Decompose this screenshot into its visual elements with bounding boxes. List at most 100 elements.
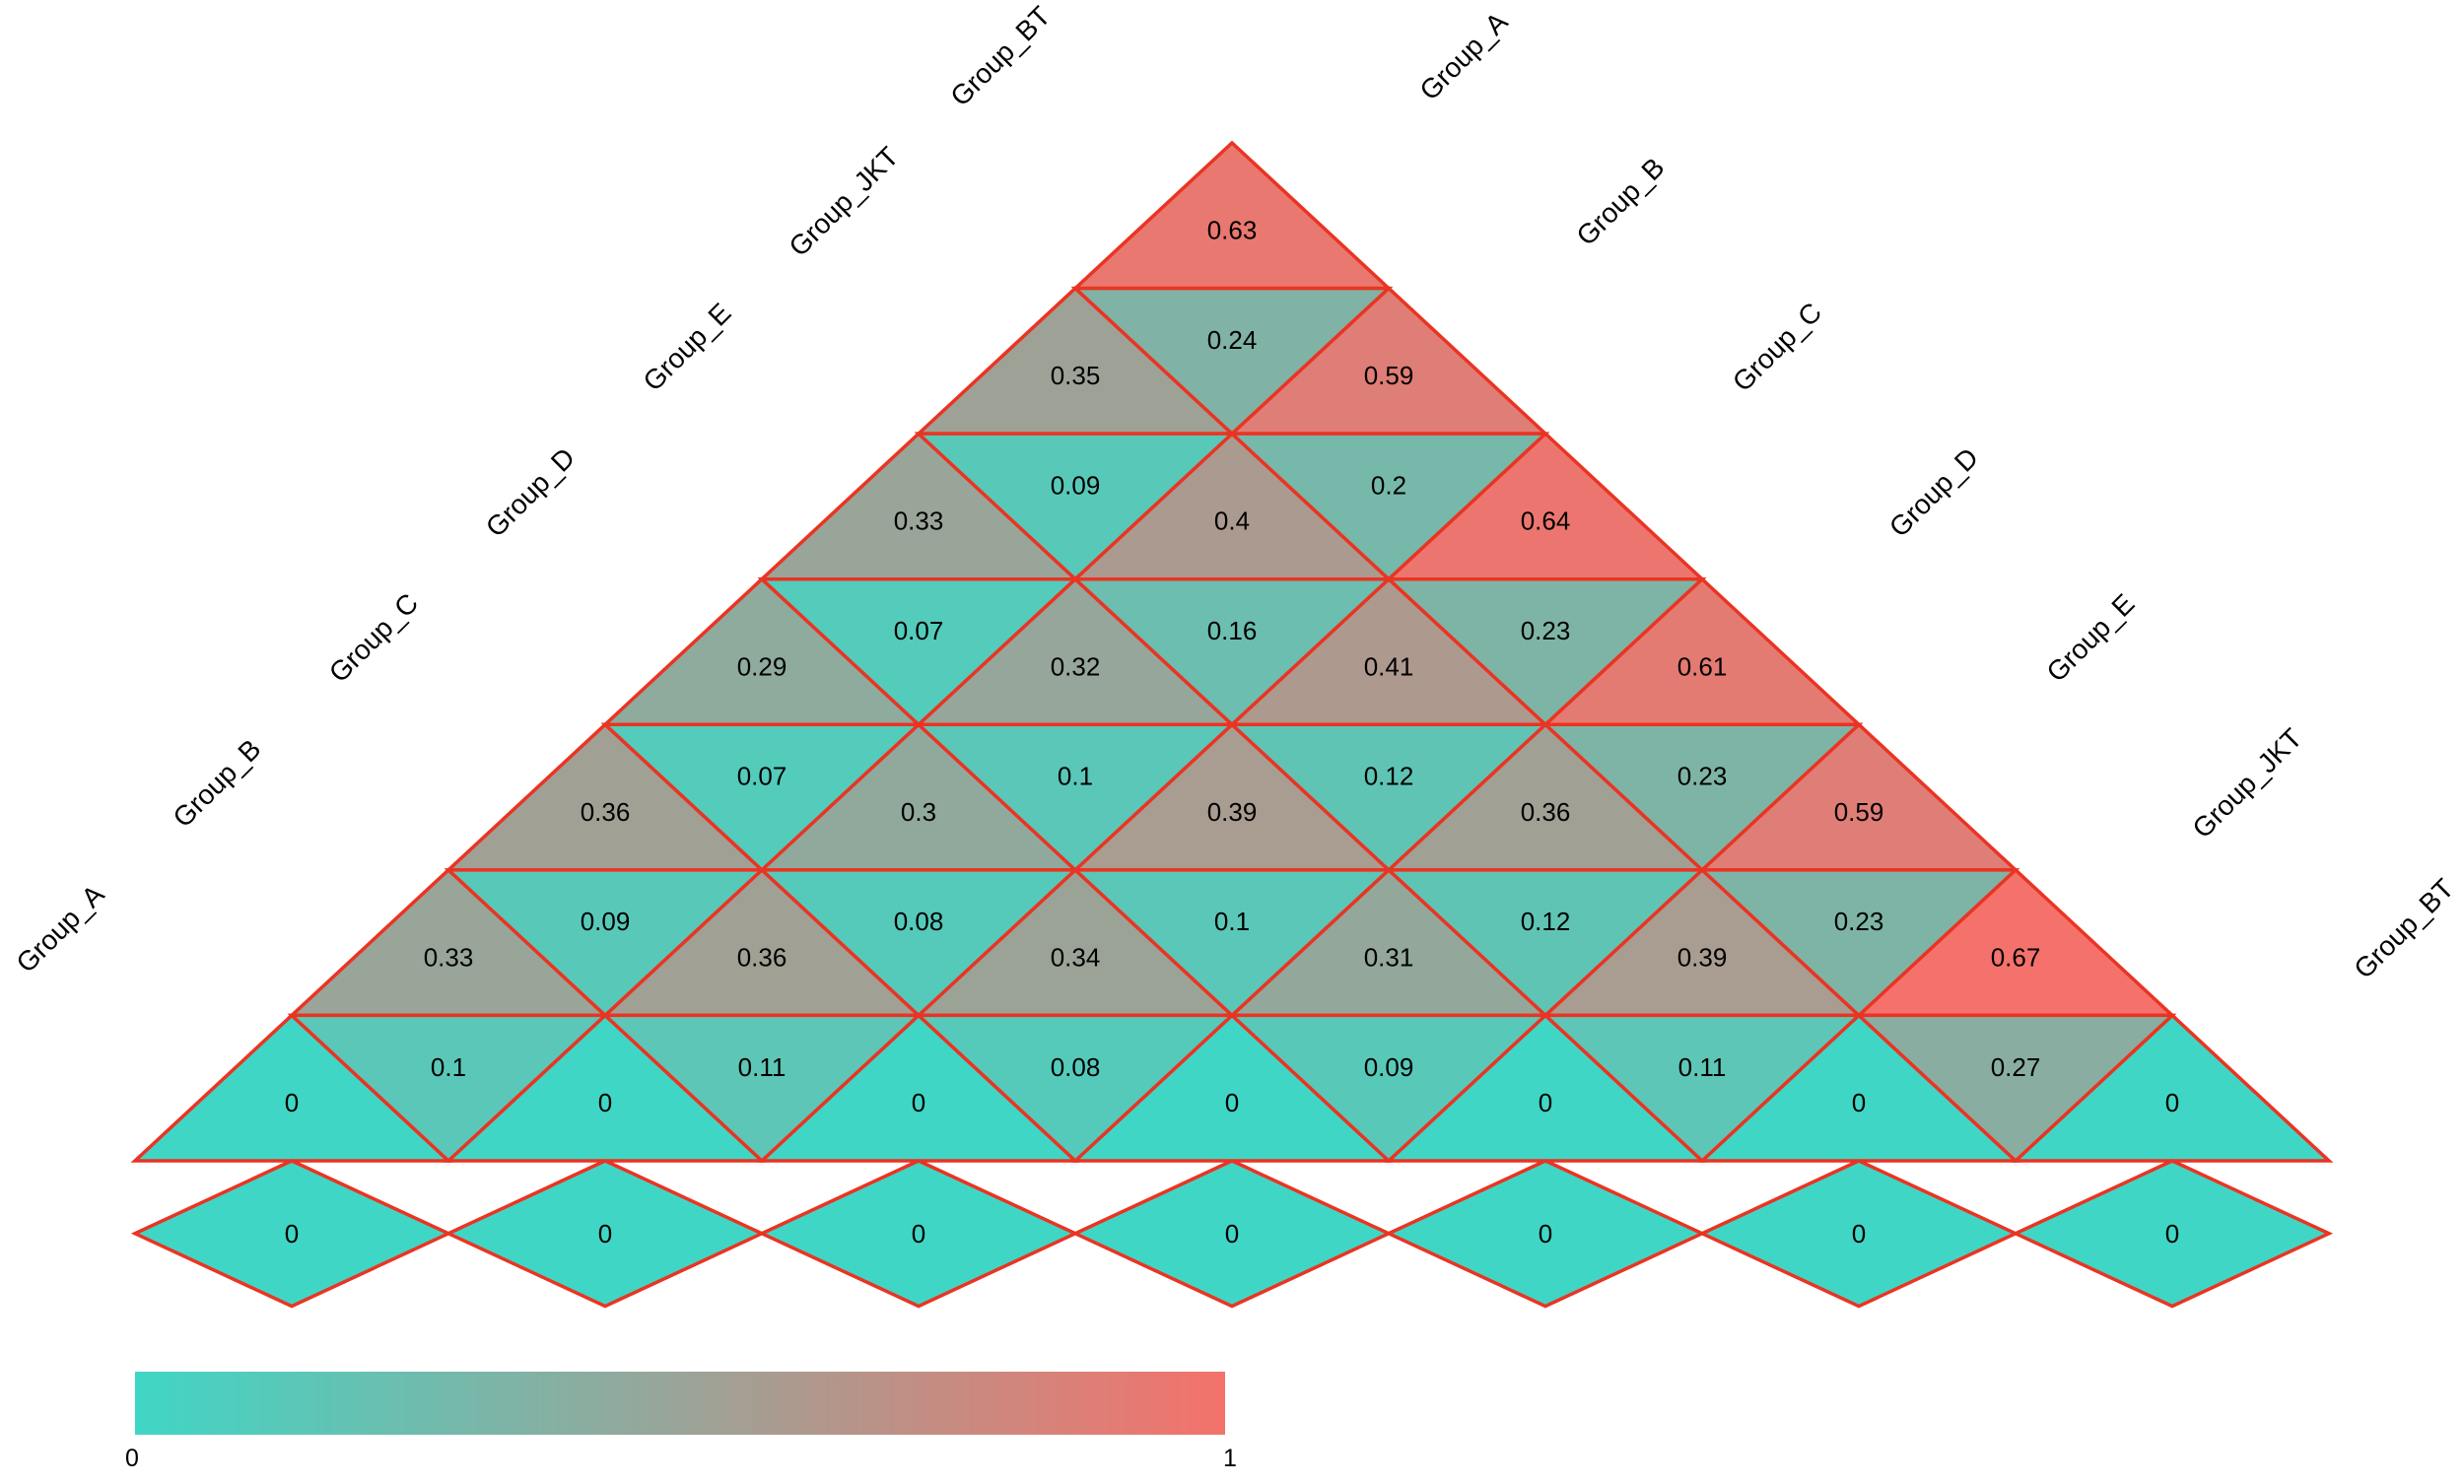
cell-value: 0 [912, 1088, 925, 1117]
cell-value: 0.11 [738, 1052, 787, 1082]
axis-label-left: Group_B [167, 733, 266, 833]
diagonal-diamond [1697, 1159, 2020, 1309]
diagonal-diamond [444, 1159, 767, 1309]
matrix-cell-down [757, 868, 1080, 1018]
axis-label-left: Group_E [637, 298, 736, 397]
axis-label-left: Group_C [323, 587, 424, 688]
cell-value: 0.64 [1521, 506, 1571, 536]
cell-value: 0.29 [737, 651, 787, 681]
cell-value: 0 [598, 1088, 612, 1117]
matrix-cell-down [757, 576, 1080, 727]
cell-value: 0 [1225, 1219, 1239, 1248]
cell-value: 0.08 [1051, 1052, 1101, 1082]
axis-label-right: Group_E [2040, 588, 2140, 688]
diagonal-diamond [1070, 1159, 1394, 1309]
cell-value: 0.59 [1364, 361, 1414, 390]
cell-value: 0 [285, 1219, 299, 1248]
matrix-cell-down [1227, 432, 1550, 582]
cell-value: 0.61 [1677, 651, 1728, 681]
matrix-cell-down [1070, 286, 1394, 437]
cell-value: 0.23 [1834, 907, 1884, 936]
cell-value: 0.41 [1364, 651, 1414, 681]
matrix-cell-down [1540, 722, 1864, 873]
cell-value: 0 [1539, 1219, 1552, 1248]
cell-value: 0.4 [1214, 506, 1250, 536]
colorbar-min-label: 0 [125, 1445, 139, 1472]
matrix-cell-down [444, 868, 767, 1018]
cell-value: 0 [598, 1219, 612, 1248]
axis-label-right: Group_BT [2348, 873, 2459, 984]
cell-value: 0.39 [1677, 942, 1728, 972]
cell-value: 0 [1225, 1088, 1239, 1117]
matrix-cell-down [1070, 576, 1394, 727]
cell-value: 0.27 [1991, 1052, 2041, 1082]
cell-value: 0.08 [894, 907, 944, 936]
cell-value: 0.32 [1051, 651, 1101, 681]
cell-value: 0 [1852, 1088, 1866, 1117]
axis-label-right: Group_D [1883, 442, 1984, 543]
matrix-cell-down [1070, 868, 1394, 1018]
matrix-cell-down [914, 1013, 1237, 1164]
cell-value: 0.1 [1058, 762, 1093, 791]
cell-value: 0 [1852, 1219, 1866, 1248]
cell-value: 0.11 [1678, 1052, 1727, 1082]
cell-value: 0.33 [894, 506, 944, 536]
cell-value: 0.23 [1677, 762, 1728, 791]
diagonal-diamond [757, 1159, 1080, 1309]
axis-label-left: Group_A [10, 879, 109, 978]
axis-label-right: Group_JKT [2186, 722, 2307, 843]
cell-value: 0.33 [424, 942, 474, 972]
cell-value: 0.39 [1207, 797, 1258, 827]
matrix-cell-down [914, 432, 1237, 582]
cell-value: 0.23 [1521, 616, 1571, 645]
diagonal-diamond [2011, 1159, 2334, 1309]
cell-value: 0.2 [1371, 471, 1406, 501]
cell-value: 0.16 [1207, 616, 1258, 645]
cell-value: 0 [912, 1219, 925, 1248]
cell-value: 0.36 [1521, 797, 1571, 827]
cell-value: 0.09 [1051, 471, 1101, 501]
cell-value: 0 [1539, 1088, 1552, 1117]
cell-value: 0.12 [1364, 762, 1414, 791]
matrix-cell-down [1384, 868, 1707, 1018]
diagonal-diamond [1384, 1159, 1707, 1309]
axis-label-right: Group_B [1570, 152, 1670, 251]
cell-value: 0 [285, 1088, 299, 1117]
cell-value: 0.31 [1364, 942, 1414, 972]
cell-value: 0.59 [1834, 797, 1884, 827]
axis-label-right: Group_A [1413, 6, 1513, 105]
colorbar-max-label: 1 [1223, 1445, 1237, 1472]
cell-value: 0.24 [1207, 325, 1258, 355]
axis-label-left: Group_JKT [783, 141, 904, 262]
axis-label-left: Group_D [480, 442, 581, 543]
cell-value: 0.67 [1991, 942, 2041, 972]
matrix-cell-down [1227, 1013, 1550, 1164]
cell-value: 0 [2165, 1088, 2179, 1117]
cell-value: 0.09 [1364, 1052, 1414, 1082]
axis-label-left: Group_BT [944, 0, 1056, 111]
cell-value: 0 [2165, 1219, 2179, 1248]
cell-value: 0.12 [1521, 907, 1571, 936]
cell-value: 0.63 [1207, 216, 1258, 245]
matrix-cell-down [600, 1013, 924, 1164]
matrix-cell-down [1540, 1013, 1864, 1164]
cell-value: 0.36 [737, 942, 787, 972]
cell-value: 0.34 [1051, 942, 1101, 972]
cell-value: 0.1 [431, 1052, 466, 1082]
cell-value: 0.36 [581, 797, 631, 827]
matrix-cell-down [600, 722, 924, 873]
axis-label-right: Group_C [1727, 297, 1827, 397]
cell-value: 0.1 [1214, 907, 1250, 936]
cell-value: 0.07 [894, 616, 944, 645]
cell-value: 0.3 [901, 797, 936, 827]
cell-value: 0.07 [737, 762, 787, 791]
cell-value: 0.09 [581, 907, 631, 936]
matrix-cell-down [1854, 1013, 2177, 1164]
matrix-cell-down [1227, 722, 1550, 873]
matrix-cell-down [914, 722, 1237, 873]
matrix-cell-down [1384, 576, 1707, 727]
cell-value: 0.35 [1051, 361, 1101, 390]
matrix-cell-down [1697, 868, 2020, 1018]
